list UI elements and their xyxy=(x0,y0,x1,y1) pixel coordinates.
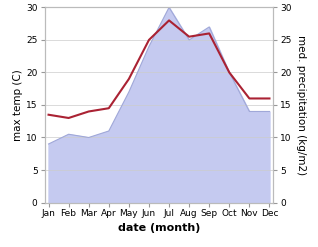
X-axis label: date (month): date (month) xyxy=(118,223,200,233)
Y-axis label: med. precipitation (kg/m2): med. precipitation (kg/m2) xyxy=(296,35,306,175)
Y-axis label: max temp (C): max temp (C) xyxy=(13,69,23,141)
